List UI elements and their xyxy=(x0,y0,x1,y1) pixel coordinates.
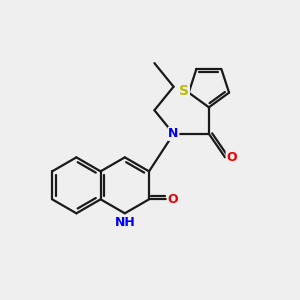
Text: O: O xyxy=(226,151,237,164)
Text: S: S xyxy=(179,84,189,98)
Text: N: N xyxy=(168,127,179,140)
Text: O: O xyxy=(167,193,178,206)
Text: NH: NH xyxy=(115,216,135,229)
